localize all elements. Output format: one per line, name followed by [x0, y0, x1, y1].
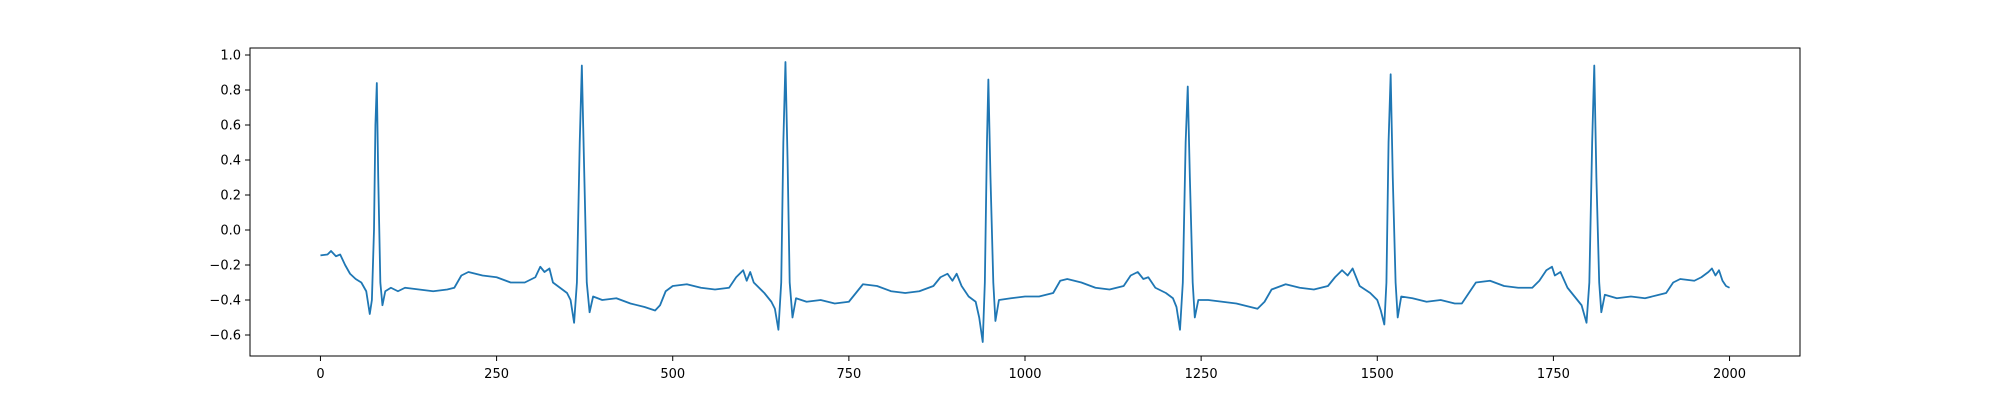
y-tick-label: −0.2: [209, 259, 241, 274]
y-tick-label: 0.4: [220, 154, 241, 169]
x-tick-label: 1750: [1537, 367, 1570, 382]
y-tick-label: 0.6: [220, 119, 241, 134]
series-line-0: [320, 61, 1730, 343]
x-tick-label: 1000: [1008, 367, 1041, 382]
series-layer: [320, 61, 1730, 343]
y-tick-label: 0.8: [220, 84, 241, 99]
y-tick-label: 1.0: [220, 49, 241, 64]
y-tick-label: 0.2: [220, 189, 241, 204]
x-tick-label: 1250: [1185, 367, 1218, 382]
x-tick-label: 250: [484, 367, 509, 382]
y-tick-label: −0.6: [209, 329, 241, 344]
x-axis: 0 250 500 750 1000 1250 1500 1750 2000: [316, 356, 1746, 382]
x-tick-label: 500: [660, 367, 685, 382]
x-tick-label: 1500: [1361, 367, 1394, 382]
x-tick-label: 0: [316, 367, 324, 382]
x-tick-label: 2000: [1713, 367, 1746, 382]
y-axis: 1.0 0.8 0.6 0.4 0.2 0.0 −0.2 −0.4 −0.6: [209, 49, 250, 344]
y-tick-label: −0.4: [209, 294, 241, 309]
x-tick-label: 750: [836, 367, 861, 382]
y-tick-label: 0.0: [220, 224, 241, 239]
